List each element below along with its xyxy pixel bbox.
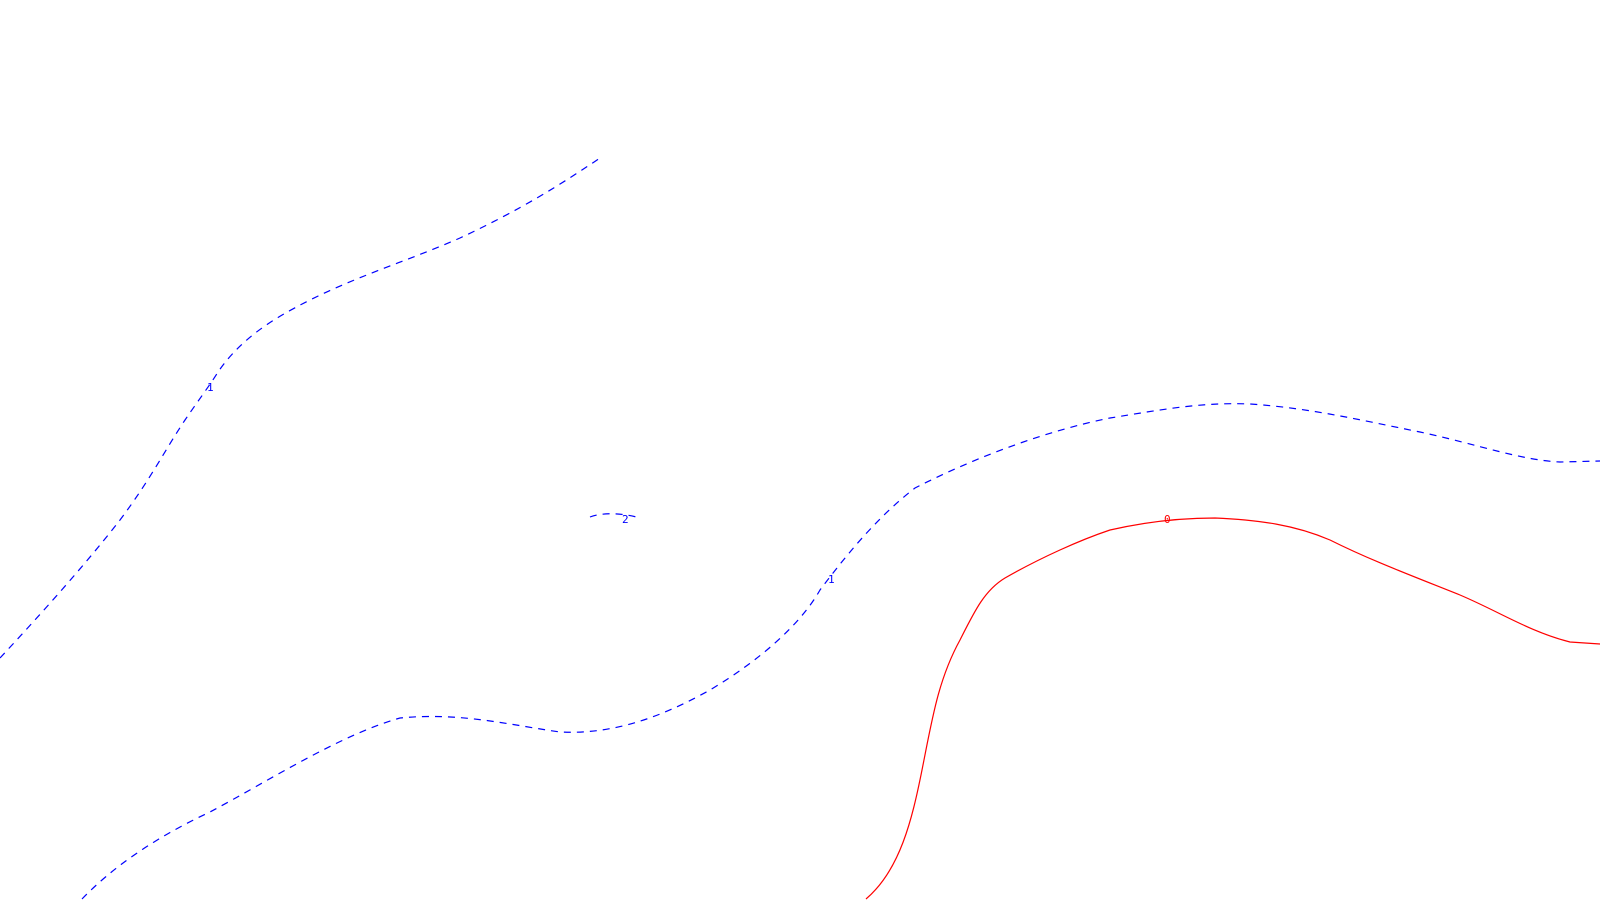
contour-line-zero [865, 517, 1600, 900]
contour-label-neg2: 2 [622, 513, 629, 526]
contour-labels: 1 1 2 0 [207, 381, 1171, 586]
contour-label-zero: 0 [1164, 513, 1171, 526]
contour-layer [0, 157, 1600, 900]
contour-line-neg1-west [0, 157, 601, 659]
contour-label-neg1-central: 1 [828, 573, 835, 586]
contour-line-neg1-central [81, 403, 1600, 900]
contour-label-neg1-west: 1 [207, 381, 214, 394]
contour-line-neg2 [589, 513, 641, 519]
